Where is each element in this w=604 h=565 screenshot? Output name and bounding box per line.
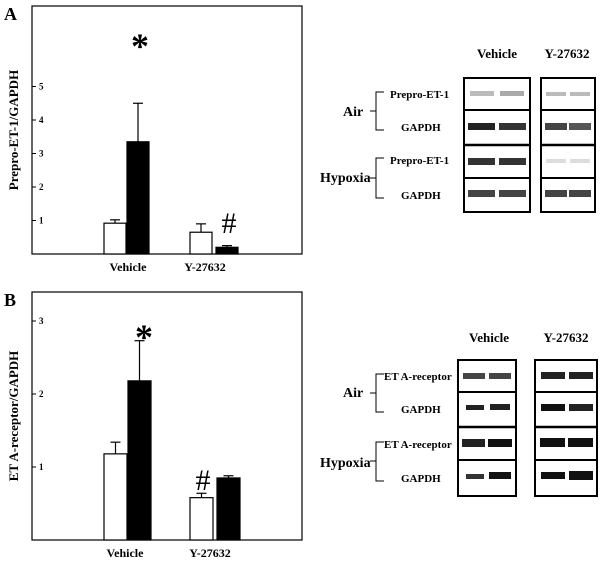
blot-row-label-a-air-1: Prepro-ET-1 xyxy=(390,89,449,101)
blot-header-y27632-a: Y-27632 xyxy=(544,46,589,61)
y-tick-label: 2 xyxy=(39,182,44,192)
blot-box-vehicle-b xyxy=(457,359,517,497)
blot-row-label-a-hyp-1: Prepro-ET-1 xyxy=(390,155,449,167)
blot-row-label-b-hyp-1: ET A-receptor xyxy=(384,439,452,451)
bracket-air-b xyxy=(370,373,384,413)
bracket-hypoxia-a xyxy=(370,157,384,199)
bar-filled-0 xyxy=(126,141,150,255)
bar-filled-1 xyxy=(216,477,241,541)
condition-label-hypoxia-a: Hypoxia xyxy=(320,171,371,186)
bar-open-1 xyxy=(189,497,214,541)
blot-row-label-a-hyp-2: GAPDH xyxy=(401,190,441,202)
bar-group-b: 1 2 3 xyxy=(32,316,241,541)
blot-box-y27632-a xyxy=(540,77,596,213)
blot-box-y27632-b xyxy=(534,359,598,497)
bar-filled-0 xyxy=(127,380,152,541)
y-tick-label: 3 xyxy=(39,316,44,326)
significance-star-a: * xyxy=(131,26,149,66)
blot-header-vehicle-a: Vehicle xyxy=(477,46,517,61)
y-tick-label: 1 xyxy=(39,462,44,472)
y-tick-label: 2 xyxy=(39,389,44,399)
bar-open-0 xyxy=(103,222,127,255)
y-axis-label-b: ET A-receptor/GAPDH xyxy=(6,351,21,482)
plot-frame-a xyxy=(31,5,303,255)
blot-row-label-b-air-2: GAPDH xyxy=(401,404,441,416)
y-tick-label: 1 xyxy=(39,216,44,226)
bar-open-0 xyxy=(103,453,128,541)
x-tick-label-y27632-b: Y-27632 xyxy=(189,546,231,560)
bar-open-1 xyxy=(189,231,213,255)
y-tick-label: 3 xyxy=(39,149,44,159)
blot-row-label-b-air-1: ET A-receptor xyxy=(384,371,452,383)
bar-group-a: 1 2 3 4 5 xyxy=(32,82,239,255)
panel-letter-b: B xyxy=(4,290,16,310)
condition-label-air-b: Air xyxy=(343,386,363,401)
blot-header-y27632-b: Y-27632 xyxy=(543,330,588,345)
bracket-hypoxia-b xyxy=(370,441,384,482)
condition-label-air-a: Air xyxy=(343,105,363,120)
significance-hash-b: # xyxy=(196,464,211,497)
y-axis-label-a: Prepro-ET-1/GAPDH xyxy=(6,70,21,190)
significance-star-b: * xyxy=(135,317,153,357)
blot-row-label-b-hyp-2: GAPDH xyxy=(401,473,441,485)
blot-row-label-a-air-2: GAPDH xyxy=(401,122,441,134)
bar-filled-1 xyxy=(215,246,239,255)
bracket-air-a xyxy=(370,91,384,131)
y-tick-label: 4 xyxy=(39,115,44,125)
x-tick-label-vehicle-b: Vehicle xyxy=(107,546,145,560)
x-tick-label-y27632-a: Y-27632 xyxy=(184,260,226,274)
plot-frame-b xyxy=(31,291,303,541)
panel-letter-a: A xyxy=(4,4,17,24)
y-tick-label: 5 xyxy=(39,82,44,92)
blot-header-vehicle-b: Vehicle xyxy=(469,330,509,345)
significance-hash-a: # xyxy=(222,207,237,240)
x-tick-label-vehicle-a: Vehicle xyxy=(110,260,148,274)
condition-label-hypoxia-b: Hypoxia xyxy=(320,456,371,471)
blot-box-vehicle-a xyxy=(463,77,531,213)
